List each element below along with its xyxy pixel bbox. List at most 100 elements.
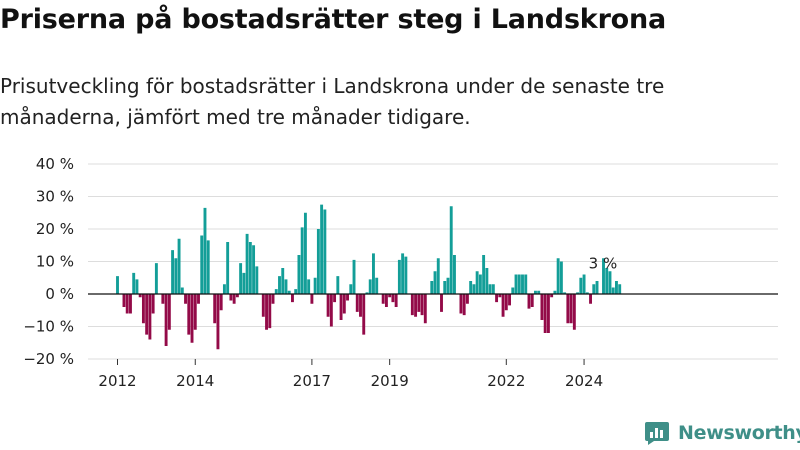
bar [310, 294, 314, 304]
bar [229, 294, 233, 301]
bar [287, 290, 291, 294]
bar [563, 292, 567, 295]
bar [307, 279, 311, 295]
bar [611, 287, 615, 294]
bar [410, 294, 414, 316]
bar [326, 294, 330, 317]
bar [566, 294, 570, 324]
bar [122, 294, 126, 307]
bar [553, 290, 557, 294]
bar [132, 272, 136, 295]
bar [329, 294, 333, 327]
y-tick-label: −10 % [23, 318, 74, 336]
bar [297, 255, 301, 294]
axes: −20 % −10 % 0 % 10 % 20 % 30 % 40 % 2012 2014 201… [23, 155, 778, 390]
bar [443, 281, 447, 294]
x-tick-label: 2017 [293, 372, 331, 390]
bar [161, 294, 165, 304]
bar [359, 294, 362, 317]
bar [478, 274, 482, 294]
bar [391, 294, 395, 303]
chart-title: Priserna på bostadsrätter steg i Landskr… [0, 4, 667, 35]
bar [294, 289, 298, 295]
bar [339, 294, 343, 320]
bar [303, 212, 307, 294]
x-tick-label: 2012 [98, 372, 136, 390]
bar [206, 240, 210, 295]
bar [475, 271, 479, 294]
bar [491, 284, 495, 294]
bar [495, 294, 499, 303]
bar [355, 294, 359, 312]
bar [595, 281, 599, 294]
bars [116, 204, 622, 350]
bar [349, 284, 353, 294]
bar [453, 255, 456, 294]
bar [281, 268, 285, 294]
bar [138, 294, 142, 298]
bar [404, 256, 408, 295]
bar [193, 294, 197, 330]
bar [336, 276, 340, 295]
bar [417, 294, 421, 312]
x-tick-label: 2014 [176, 372, 214, 390]
bar [164, 294, 168, 346]
bar [235, 294, 239, 298]
bar [242, 272, 246, 295]
bar [521, 274, 524, 294]
bar [187, 294, 191, 335]
annotations: 3 % [589, 255, 618, 273]
bar [472, 284, 476, 294]
bar [543, 294, 547, 333]
bar [582, 274, 586, 294]
bar [174, 258, 178, 294]
bar [498, 294, 502, 298]
bar [177, 238, 181, 294]
y-tick-label: 20 % [36, 220, 74, 238]
bar [388, 294, 392, 298]
bar [291, 294, 294, 303]
bar [433, 271, 437, 294]
bar [527, 294, 531, 309]
bar [381, 294, 385, 304]
bar [232, 294, 236, 304]
bar [346, 294, 349, 301]
bar [200, 235, 204, 294]
bar [190, 294, 194, 343]
bar [446, 277, 450, 294]
bar [274, 289, 278, 295]
bar [420, 294, 424, 316]
bar [239, 263, 243, 295]
bar [465, 294, 469, 304]
last-value-label: 3 % [589, 255, 618, 273]
bar [268, 294, 272, 329]
bar [589, 294, 592, 304]
bar [423, 294, 427, 324]
bar [608, 271, 612, 294]
bar [537, 290, 541, 294]
bar [365, 292, 369, 295]
x-tick-label: 2024 [565, 372, 603, 390]
bar [401, 253, 405, 295]
bar [592, 284, 596, 294]
bar [462, 294, 466, 316]
bar [556, 258, 560, 294]
bar [618, 284, 622, 294]
brand-name: Newsworthy [678, 422, 800, 444]
bar [323, 209, 327, 294]
bar [534, 290, 537, 294]
bar [222, 284, 226, 294]
y-tick-label: 30 % [36, 188, 74, 206]
bar [265, 294, 268, 330]
bar [248, 242, 252, 294]
bar [585, 292, 589, 295]
bar [372, 253, 375, 295]
bar [485, 268, 489, 294]
bar [514, 274, 518, 294]
bar [605, 268, 609, 294]
bar [226, 242, 230, 294]
bar [482, 255, 486, 294]
bar [440, 294, 443, 312]
chart-subtitle: Prisutveckling för bostadsrätter i Lands… [0, 74, 665, 129]
bar [540, 294, 544, 320]
